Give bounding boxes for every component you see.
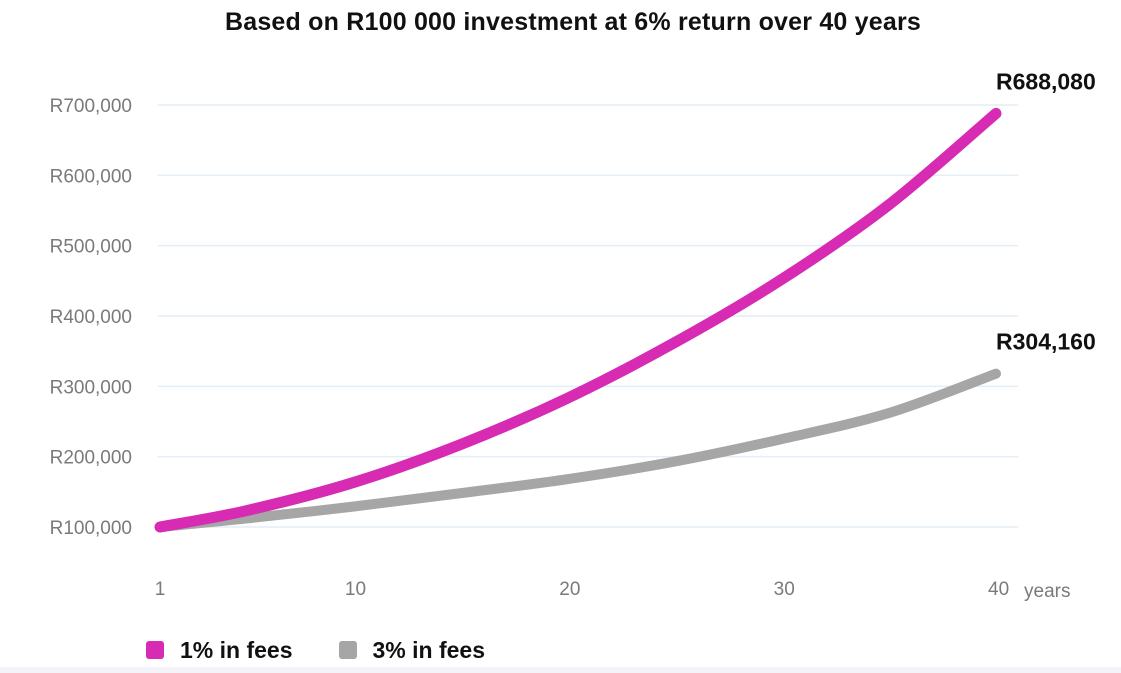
y-axis-ticks: R100,000 R200,000 R300,000 R400,000 R500,000…	[50, 96, 132, 539]
end-labels: R304,160 R688,080	[996, 68, 1096, 354]
x-tick-label: 40	[988, 579, 1009, 600]
x-tick-label: 20	[559, 579, 580, 600]
legend-item-3pct: 3% in fees	[338, 636, 486, 664]
x-tick-label: 10	[345, 579, 366, 600]
gridlines	[158, 104, 1018, 528]
legend-label-1pct: 1% in fees	[180, 636, 293, 663]
x-axis-label: years	[1024, 581, 1070, 602]
y-tick-label: R500,000	[50, 237, 132, 258]
end-label-1pct-fees: R688,080	[996, 68, 1096, 94]
y-tick-label: R600,000	[50, 166, 132, 187]
y-tick-label: R700,000	[50, 96, 132, 117]
y-tick-label: R400,000	[50, 307, 132, 328]
legend-item-1pct: 1% in fees	[146, 637, 293, 664]
series-lines	[154, 107, 1002, 533]
chart-title: Based on R100 000 investment at 6% retur…	[224, 8, 922, 36]
y-tick-label: R300,000	[50, 377, 132, 398]
y-tick-label: R200,000	[50, 448, 132, 469]
end-label-3pct-fees: R304,160	[996, 329, 1096, 355]
x-tick-label: 30	[774, 579, 795, 600]
series-line-3pct-fees	[155, 368, 1001, 532]
legend-swatch-1pct	[146, 641, 164, 659]
legend-swatch-3pct	[338, 641, 357, 659]
legend: 1% in fees 3% in fees	[146, 634, 531, 666]
legend-label-3pct: 3% in fees	[372, 636, 486, 663]
series-line-1pct-fees	[154, 107, 1002, 533]
y-tick-label: R100,000	[50, 518, 132, 539]
x-axis-ticks: 1 10 20 30 40	[155, 579, 1009, 600]
x-tick-label: 1	[155, 579, 166, 600]
